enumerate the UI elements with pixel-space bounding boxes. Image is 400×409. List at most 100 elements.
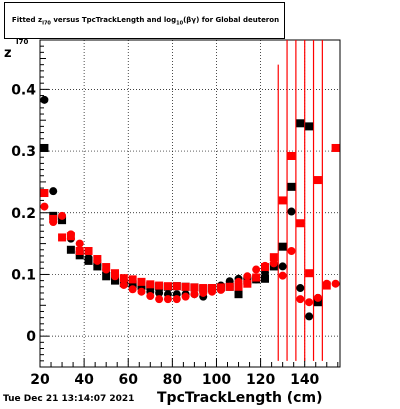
marker-series-1 xyxy=(111,276,119,285)
x-tick-label: 40 xyxy=(74,372,94,388)
marker-series-0 xyxy=(287,207,296,216)
marker-series-1 xyxy=(278,242,287,251)
marker-series-3 xyxy=(305,269,314,278)
marker-series-3 xyxy=(322,281,331,290)
marker-series-2 xyxy=(58,211,67,220)
title-mid: versus TpcTrackLength and log xyxy=(50,16,177,24)
data-markers xyxy=(40,95,340,321)
timestamp: Tue Dec 21 13:14:07 2021 xyxy=(3,394,135,404)
marker-series-0 xyxy=(155,288,164,297)
marker-series-3 xyxy=(111,269,119,278)
marker-series-0 xyxy=(305,312,314,321)
marker-series-3 xyxy=(243,279,252,288)
marker-series-3 xyxy=(137,277,146,286)
marker-series-3 xyxy=(49,214,58,223)
marker-series-3 xyxy=(40,189,49,198)
marker-series-3 xyxy=(261,263,269,272)
marker-series-3 xyxy=(58,233,67,242)
marker-series-2 xyxy=(137,287,146,296)
marker-series-2 xyxy=(181,292,190,301)
marker-series-2 xyxy=(269,259,278,268)
marker-series-2 xyxy=(305,298,314,307)
y-axis-label: z xyxy=(4,46,12,61)
marker-series-2 xyxy=(155,295,164,304)
marker-series-3 xyxy=(163,282,172,291)
marker-series-3 xyxy=(146,280,155,289)
marker-series-3 xyxy=(252,273,261,282)
marker-series-1 xyxy=(234,290,243,299)
marker-series-2 xyxy=(313,293,322,302)
marker-series-2 xyxy=(243,272,252,281)
marker-series-3 xyxy=(102,263,111,272)
marker-series-1 xyxy=(58,216,67,225)
tick-labels: 20 40 60 80 100 120 140 0 0.1 0.2 0.3 0.4 xyxy=(11,82,319,388)
marker-series-2 xyxy=(296,295,305,304)
y-tick-label: 0.3 xyxy=(11,144,36,160)
error-bars xyxy=(277,40,323,361)
marker-series-2 xyxy=(172,295,181,304)
x-tick-label: 120 xyxy=(246,372,275,388)
marker-series-2 xyxy=(190,290,199,299)
marker-series-2 xyxy=(331,279,340,288)
marker-series-3 xyxy=(66,232,75,241)
x-tick-label: 100 xyxy=(202,372,231,388)
x-tick-label: 80 xyxy=(163,372,183,388)
title-box: Fitted zI70 versus TpcTrackLength and lo… xyxy=(4,2,285,39)
marker-series-3 xyxy=(287,151,296,160)
marker-series-3 xyxy=(278,196,287,205)
marker-series-1 xyxy=(128,280,137,289)
marker-series-2 xyxy=(146,292,155,301)
marker-series-2 xyxy=(287,247,296,256)
title-sub2: 10 xyxy=(176,20,184,27)
y-tick-label: 0.1 xyxy=(11,267,36,283)
marker-series-3 xyxy=(269,253,278,262)
x-tick-label: 140 xyxy=(290,372,319,388)
marker-series-0 xyxy=(49,187,58,196)
plot-frame xyxy=(39,39,341,368)
marker-series-3 xyxy=(216,283,225,292)
marker-series-1 xyxy=(296,119,305,128)
marker-series-3 xyxy=(172,282,181,291)
axis-ticks xyxy=(39,39,339,367)
marker-series-2 xyxy=(75,239,84,248)
marker-series-3 xyxy=(181,282,190,291)
marker-series-1 xyxy=(102,272,111,281)
y-tick-label: 0.4 xyxy=(11,82,36,98)
marker-series-3 xyxy=(119,274,128,283)
marker-series-1 xyxy=(93,262,102,271)
marker-series-3 xyxy=(190,283,199,292)
chart-title: Fitted zI70 versus TpcTrackLength and lo… xyxy=(5,16,286,26)
y-axis-label-sub: I70 xyxy=(16,38,29,46)
marker-series-0 xyxy=(296,284,305,293)
marker-series-1 xyxy=(84,256,93,265)
marker-series-1 xyxy=(261,274,269,283)
marker-series-3 xyxy=(93,255,102,264)
marker-series-2 xyxy=(119,280,128,289)
marker-series-2 xyxy=(128,285,137,294)
x-tick-label: 20 xyxy=(30,372,50,388)
marker-series-2 xyxy=(40,202,49,211)
x-tick-label: 60 xyxy=(118,372,138,388)
marker-series-3 xyxy=(128,275,137,284)
marker-series-3 xyxy=(313,176,322,185)
marker-series-1 xyxy=(75,251,84,260)
marker-series-0 xyxy=(40,95,49,104)
marker-series-3 xyxy=(296,219,305,228)
title-prefix: Fitted z xyxy=(11,16,43,24)
title-suffix: (βγ) for Global deuteron xyxy=(183,16,280,24)
marker-series-0 xyxy=(278,262,287,271)
marker-series-3 xyxy=(234,282,243,291)
marker-series-1 xyxy=(40,143,49,152)
marker-series-3 xyxy=(75,247,84,256)
marker-series-1 xyxy=(287,182,296,191)
marker-series-3 xyxy=(199,284,208,293)
y-tick-label: 0.2 xyxy=(11,206,36,222)
marker-series-3 xyxy=(155,281,164,290)
marker-series-1 xyxy=(66,245,75,254)
marker-series-3 xyxy=(84,247,93,256)
marker-series-3 xyxy=(331,143,340,152)
marker-series-2 xyxy=(278,271,287,280)
marker-series-2 xyxy=(163,295,172,304)
marker-series-3 xyxy=(225,282,234,291)
marker-series-1 xyxy=(313,298,322,307)
